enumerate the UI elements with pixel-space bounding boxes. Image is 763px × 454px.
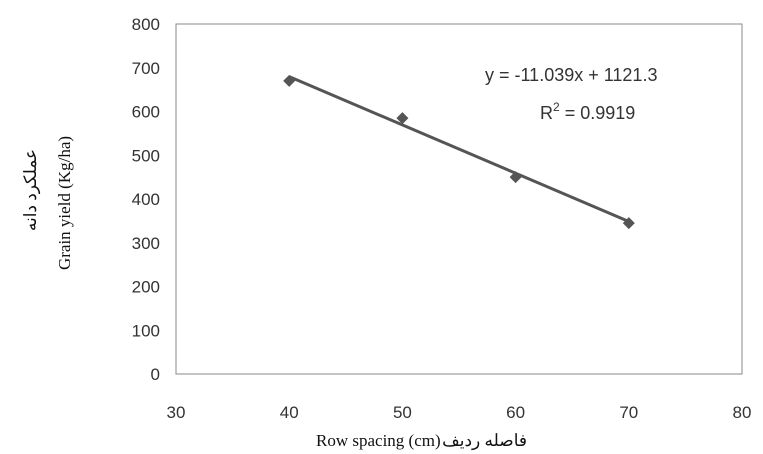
data-point [283,74,296,87]
y-axis-label-en: Grain yield (Kg/ha) [55,136,74,270]
x-tick-label: 30 [167,403,186,422]
plot-area [175,23,743,375]
y-tick-label: 100 [132,321,160,340]
x-tick-label: 70 [619,403,638,422]
x-tick-label: 60 [506,403,525,422]
y-tick-label: 0 [151,365,160,384]
r-squared-label: R2 = 0.9919 [540,100,635,123]
y-tick-label: 700 [132,59,160,78]
equation-label: y = -11.039x + 1121.3 [485,65,657,85]
x-axis-label-en: Row spacing (cm) [316,431,441,450]
y-tick-label: 600 [132,103,160,122]
y-tick-label: 200 [132,278,160,297]
data-point [622,217,635,230]
x-tick-label: 80 [733,403,752,422]
r-squared-exponent: 2 [553,100,560,114]
y-tick-label: 300 [132,234,160,253]
data-point [509,171,522,184]
x-tick-labels: 30 40 50 60 70 80 [167,403,752,422]
trendline [288,75,630,223]
y-tick-label: 500 [132,146,160,165]
y-axis-label-fa: عملکرد دانه [21,149,41,231]
data-point [396,112,409,125]
x-tick-label: 40 [280,403,299,422]
y-tick-label: 400 [132,190,160,209]
r-squared-prefix: R [540,103,553,123]
data-points [283,74,635,230]
y-tick-labels: 0 100 200 300 400 500 600 700 800 [132,15,160,384]
y-tick-label: 800 [132,15,160,34]
x-axis-label-fa: فاصله ردیف [442,431,527,451]
x-tick-label: 50 [393,403,412,422]
r-squared-value: = 0.9919 [560,103,636,123]
